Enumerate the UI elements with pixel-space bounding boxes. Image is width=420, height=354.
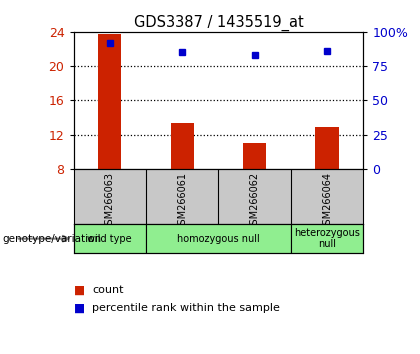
Bar [74, 224, 146, 253]
Bar [315, 127, 339, 169]
Title: GDS3387 / 1435519_at: GDS3387 / 1435519_at [134, 14, 303, 30]
Bar [291, 224, 363, 253]
Text: ■: ■ [74, 302, 84, 314]
Bar [146, 224, 291, 253]
Text: ■: ■ [74, 284, 84, 297]
Bar [243, 143, 266, 169]
Text: GSM266063: GSM266063 [105, 172, 115, 230]
Text: GSM266061: GSM266061 [177, 172, 187, 230]
Text: count: count [92, 285, 124, 295]
Text: homozygous null: homozygous null [177, 234, 260, 244]
Text: GSM266062: GSM266062 [249, 172, 260, 231]
Bar [98, 34, 121, 169]
Text: heterozygous
null: heterozygous null [294, 228, 360, 250]
Text: genotype/variation: genotype/variation [2, 234, 101, 244]
Bar [171, 124, 194, 169]
Text: GSM266064: GSM266064 [322, 172, 332, 230]
Text: percentile rank within the sample: percentile rank within the sample [92, 303, 280, 313]
Text: wild type: wild type [87, 234, 132, 244]
